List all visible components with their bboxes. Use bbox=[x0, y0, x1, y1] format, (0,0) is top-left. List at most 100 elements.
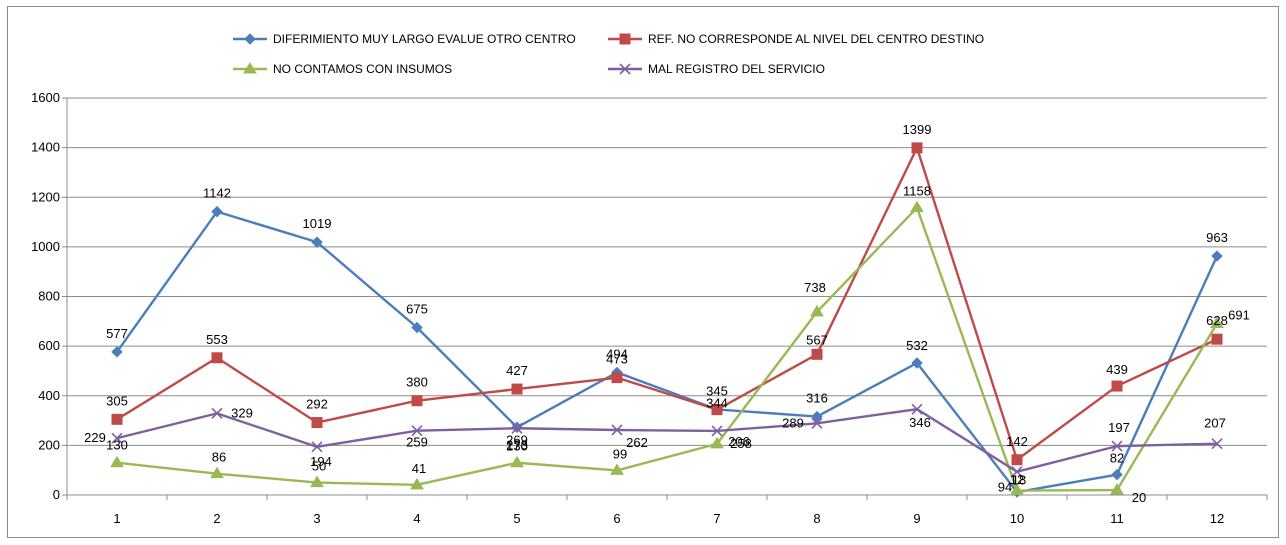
data-label: 628 bbox=[1206, 313, 1228, 328]
data-label: 194 bbox=[310, 454, 332, 469]
data-label: 427 bbox=[506, 363, 528, 378]
data-label: 439 bbox=[1106, 362, 1128, 377]
data-label: 329 bbox=[231, 405, 253, 420]
data-point bbox=[710, 436, 724, 449]
data-label: 130 bbox=[106, 438, 128, 453]
data-point bbox=[811, 410, 823, 423]
data-point bbox=[111, 346, 123, 358]
data-label: 94 bbox=[998, 480, 1012, 495]
data-label: 50 bbox=[312, 459, 326, 474]
data-label: 473 bbox=[606, 352, 628, 367]
data-label: 99 bbox=[613, 446, 627, 461]
data-point bbox=[811, 417, 823, 429]
x-tick-label: 4 bbox=[413, 511, 420, 526]
y-tick-label: 400 bbox=[38, 388, 60, 403]
data-point bbox=[311, 236, 323, 248]
data-point bbox=[311, 417, 323, 429]
series-line bbox=[116, 407, 1218, 473]
series-line bbox=[116, 146, 1218, 461]
data-point bbox=[619, 33, 631, 45]
data-point bbox=[510, 455, 524, 468]
data-point bbox=[111, 413, 123, 425]
data-label: 567 bbox=[806, 332, 828, 347]
data-label: 207 bbox=[1204, 416, 1226, 431]
data-point bbox=[1211, 333, 1223, 345]
y-tick-label: 1200 bbox=[31, 189, 60, 204]
legend-item: DIFERIMIENTO MUY LARGO EVALUE OTRO CENTR… bbox=[233, 32, 576, 46]
data-point bbox=[511, 422, 523, 434]
data-point bbox=[211, 407, 223, 419]
data-label: 82 bbox=[1110, 451, 1124, 466]
data-point bbox=[911, 142, 923, 154]
data-label: 380 bbox=[406, 375, 428, 390]
data-point bbox=[411, 425, 423, 437]
data-point bbox=[1211, 438, 1223, 450]
data-label: 305 bbox=[106, 393, 128, 408]
data-label: 229 bbox=[84, 430, 106, 445]
data-point bbox=[811, 348, 823, 360]
data-point bbox=[1210, 316, 1224, 329]
y-tick-label: 0 bbox=[53, 487, 60, 502]
data-label: 130 bbox=[506, 439, 528, 454]
data-point bbox=[1111, 440, 1123, 452]
legend-item: NO CONTAMOS CON INSUMOS bbox=[233, 62, 452, 76]
data-point bbox=[1111, 380, 1123, 392]
x-tick-label: 7 bbox=[713, 511, 720, 526]
series-line bbox=[116, 210, 1219, 494]
data-label: 1399 bbox=[903, 122, 932, 137]
data-label: 675 bbox=[406, 302, 428, 317]
data-point bbox=[911, 403, 923, 415]
y-tick-label: 200 bbox=[38, 437, 60, 452]
legend-item: REF. NO CORRESPONDE AL NIVEL DEL CENTRO … bbox=[608, 32, 984, 46]
data-label: 553 bbox=[206, 332, 228, 347]
data-label: 345 bbox=[706, 383, 728, 398]
data-labels: 577 1142 1019 675 273 494 345 316 532 12 82 963 305 5… bbox=[84, 122, 1250, 505]
x-tick-label: 3 bbox=[313, 511, 320, 526]
y-tick-label: 1000 bbox=[31, 239, 60, 254]
x-tick-label: 2 bbox=[213, 511, 220, 526]
data-label: 1158 bbox=[903, 184, 931, 199]
data-label: 963 bbox=[1206, 230, 1228, 245]
data-label: 269 bbox=[506, 432, 528, 447]
data-label: 142 bbox=[1006, 434, 1028, 449]
data-point bbox=[1011, 466, 1023, 478]
x-tick-label: 5 bbox=[513, 511, 520, 526]
data-point bbox=[310, 475, 324, 488]
data-point bbox=[244, 33, 256, 45]
x-tick-label: 10 bbox=[1010, 511, 1024, 526]
series-lines bbox=[110, 142, 1224, 498]
data-point bbox=[610, 463, 624, 475]
data-point bbox=[1111, 468, 1123, 481]
data-label: 292 bbox=[306, 397, 328, 412]
data-point bbox=[211, 205, 223, 218]
data-point bbox=[910, 200, 924, 213]
x-tick-label: 6 bbox=[613, 511, 620, 526]
data-label: 259 bbox=[406, 435, 428, 450]
data-label: 197 bbox=[1108, 420, 1130, 435]
data-point bbox=[711, 425, 723, 437]
data-label: 86 bbox=[212, 450, 226, 465]
data-label: 532 bbox=[906, 338, 928, 353]
data-label: 20 bbox=[1132, 490, 1146, 505]
data-point bbox=[1110, 483, 1124, 495]
data-label: 206 bbox=[728, 434, 750, 449]
y-tick-label: 1400 bbox=[31, 140, 60, 155]
data-point bbox=[711, 404, 723, 416]
data-point bbox=[210, 466, 224, 479]
data-label: 577 bbox=[106, 326, 128, 341]
data-label: 344 bbox=[706, 396, 728, 411]
x-tick-label: 9 bbox=[913, 511, 920, 526]
data-label: 18 bbox=[1012, 473, 1026, 488]
data-point bbox=[511, 383, 523, 395]
data-label: 289 bbox=[782, 415, 804, 430]
data-point bbox=[311, 441, 323, 453]
y-tick-label: 1600 bbox=[31, 90, 60, 105]
legend: DIFERIMIENTO MUY LARGO EVALUE OTRO CENTR… bbox=[233, 32, 984, 76]
data-point bbox=[211, 352, 223, 364]
data-point bbox=[243, 62, 257, 74]
data-point bbox=[810, 304, 824, 317]
data-point bbox=[111, 432, 123, 444]
data-point bbox=[410, 477, 424, 490]
y-tick-label: 800 bbox=[38, 289, 60, 304]
